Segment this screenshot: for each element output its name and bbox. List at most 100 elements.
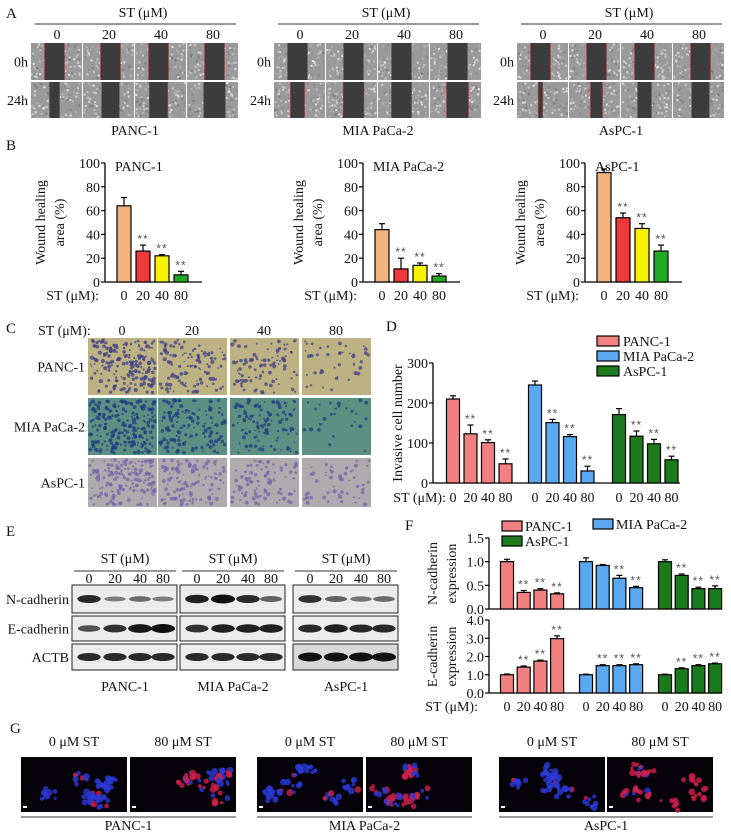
- cell-speck: [178, 44, 181, 47]
- wound-image: [31, 82, 82, 118]
- cell-line-label: MIA PaCa-2: [342, 124, 413, 139]
- cell-speck: [226, 50, 229, 53]
- stained-cell: [167, 376, 170, 380]
- cell-speck: [373, 47, 376, 50]
- red-stain: [696, 777, 702, 783]
- stained-cell: [242, 362, 246, 366]
- blue-nucleus: [272, 796, 279, 803]
- cell-speck: [332, 69, 335, 72]
- bar: [154, 255, 170, 283]
- protein-band: [236, 652, 260, 662]
- stained-cell: [148, 366, 151, 369]
- cell-speck: [283, 44, 286, 47]
- cell-speck: [550, 48, 553, 51]
- cell-speck: [228, 71, 231, 74]
- stained-cell: [341, 351, 344, 354]
- stained-cell: [164, 487, 168, 492]
- cell-speck: [144, 62, 147, 65]
- cell-speck: [560, 62, 563, 65]
- panel-label-c: C: [6, 321, 16, 337]
- stained-cell: [161, 340, 165, 344]
- stained-cell: [98, 340, 101, 343]
- cell-speck: [231, 49, 234, 52]
- cell-speck: [613, 43, 615, 46]
- cell-speck: [389, 100, 392, 103]
- bar: [463, 433, 478, 484]
- cell-speck: [621, 65, 624, 68]
- stained-cell: [209, 430, 214, 435]
- cell-speck: [432, 87, 435, 89]
- cell-speck: [427, 44, 429, 47]
- y-tick-label: 0.0: [467, 603, 485, 618]
- stained-cell: [145, 390, 149, 394]
- cell-speck: [551, 105, 554, 108]
- stained-cell: [305, 385, 309, 389]
- stained-cell: [106, 362, 110, 365]
- cell-speck: [412, 89, 415, 92]
- cell-speck: [535, 114, 538, 117]
- cell-speck: [278, 90, 281, 93]
- cell-speck: [522, 64, 524, 67]
- cell-speck: [570, 102, 573, 105]
- cell-speck: [678, 108, 681, 111]
- red-stain: [691, 796, 695, 800]
- wound-gap: [691, 82, 710, 118]
- cell-speck: [179, 70, 182, 73]
- cell-speck: [678, 96, 681, 99]
- cell-speck: [279, 75, 282, 78]
- cell-speck: [83, 111, 86, 114]
- cell-speck: [126, 48, 128, 51]
- stained-cell: [258, 448, 261, 451]
- stained-cell: [185, 352, 187, 355]
- cell-speck: [45, 112, 48, 115]
- bar: [664, 459, 679, 484]
- bar: [595, 665, 610, 694]
- protein-band: [104, 596, 126, 602]
- cell-speck: [177, 95, 180, 98]
- stained-cell: [88, 447, 93, 452]
- stained-cell: [142, 380, 145, 383]
- wound-gap: [44, 43, 65, 80]
- stained-cell: [177, 442, 182, 447]
- stained-cell: [100, 496, 102, 499]
- cell-speck: [135, 101, 138, 103]
- stained-cell: [151, 379, 154, 383]
- stained-cell: [91, 487, 93, 490]
- cell-speck: [472, 62, 475, 65]
- stained-cell: [231, 423, 235, 427]
- cell-speck: [656, 56, 659, 59]
- stained-cell: [153, 403, 156, 406]
- protein-band: [77, 625, 101, 632]
- cell-speck: [199, 73, 202, 76]
- protein-band: [152, 596, 174, 602]
- cell-speck: [604, 112, 607, 115]
- cell-speck: [340, 106, 343, 109]
- cell-speck: [384, 87, 387, 90]
- cell-speck: [86, 49, 89, 52]
- x-category-label: 0: [662, 700, 669, 715]
- stained-cell: [181, 410, 184, 413]
- cell-speck: [192, 63, 195, 66]
- cell-speck: [336, 69, 338, 72]
- cell-speck: [613, 60, 616, 63]
- cell-speck: [666, 47, 669, 50]
- cell-speck: [286, 71, 288, 74]
- cell-speck: [315, 103, 317, 106]
- cell-speck: [524, 82, 527, 85]
- blue-nucleus: [224, 795, 231, 801]
- cell-speck: [93, 108, 96, 111]
- cell-speck: [588, 113, 591, 115]
- stained-cell: [150, 425, 155, 429]
- cell-speck: [276, 66, 279, 68]
- cell-speck: [524, 90, 527, 93]
- x-category-label: 20: [616, 289, 630, 304]
- stained-cell: [89, 473, 93, 477]
- stained-cell: [168, 472, 171, 475]
- cell-speck: [610, 108, 613, 111]
- stained-cell: [244, 432, 248, 435]
- stained-cell: [175, 448, 180, 453]
- cell-speck: [630, 106, 633, 109]
- stained-cell: [239, 358, 243, 363]
- cell-speck: [688, 112, 691, 115]
- y-tick-label: 60: [566, 205, 580, 220]
